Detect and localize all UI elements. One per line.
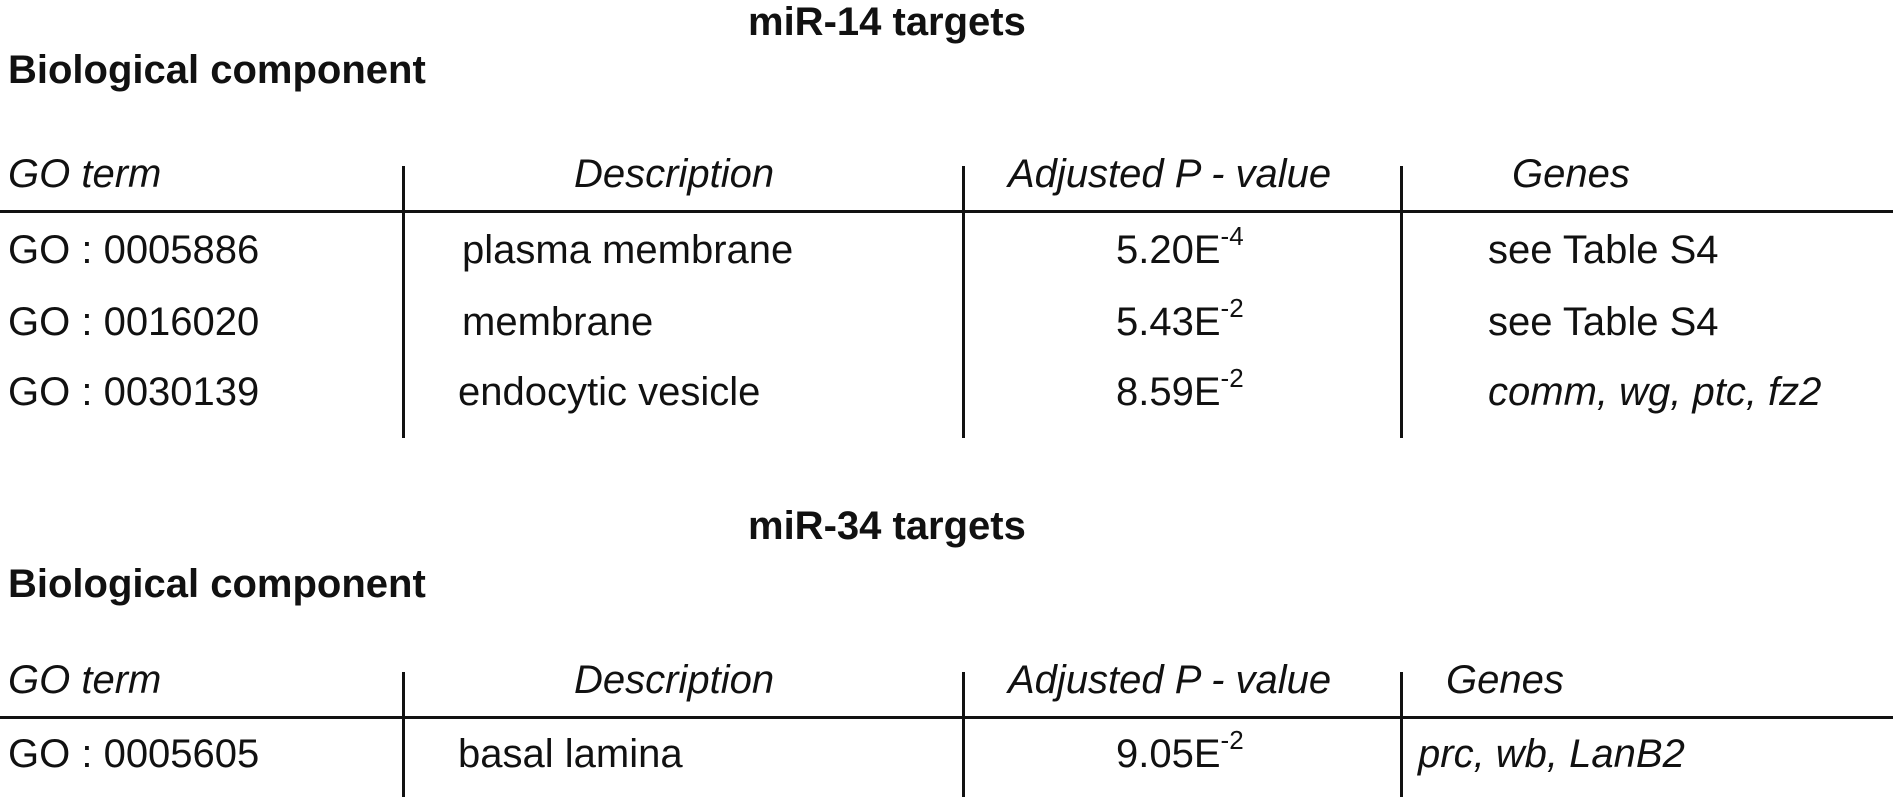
column-divider <box>402 166 405 438</box>
description-cell: basal lamina <box>458 732 683 776</box>
genes-cell: comm, wg, ptc, fz2 <box>1488 370 1822 414</box>
column-divider <box>962 672 965 797</box>
section-subtitle-mir14: Biological component <box>8 48 426 92</box>
header-pvalue: Adjusted P - value <box>1008 658 1332 702</box>
column-divider <box>1400 166 1403 438</box>
header-description: Description <box>574 152 775 196</box>
go-term-cell: GO : 0030139 <box>8 370 260 414</box>
genes-cell: see Table S4 <box>1488 228 1719 272</box>
genes-cell: prc, wb, LanB2 <box>1418 732 1685 776</box>
section-title-mir14: miR-14 targets <box>748 0 1026 44</box>
column-divider <box>1400 672 1403 797</box>
section-subtitle-mir34: Biological component <box>8 562 426 606</box>
column-divider <box>402 672 405 797</box>
genes-cell: see Table S4 <box>1488 300 1719 344</box>
pvalue-cell: 5.20E-4 <box>1116 221 1244 272</box>
go-term-cell: GO : 0005605 <box>8 732 260 776</box>
header-description: Description <box>574 658 775 702</box>
go-term-cell: GO : 0005886 <box>8 228 260 272</box>
description-cell: plasma membrane <box>462 228 794 272</box>
pvalue-cell: 5.43E-2 <box>1116 293 1244 344</box>
go-term-cell: GO : 0016020 <box>8 300 260 344</box>
header-go-term: GO term <box>8 152 162 196</box>
header-go-term: GO term <box>8 658 162 702</box>
description-cell: membrane <box>462 300 654 344</box>
pvalue-cell: 8.59E-2 <box>1116 363 1244 414</box>
header-genes: Genes <box>1446 658 1564 702</box>
header-rule <box>0 716 1893 719</box>
header-pvalue: Adjusted P - value <box>1008 152 1332 196</box>
header-rule <box>0 210 1893 213</box>
section-title-mir34: miR-34 targets <box>748 504 1026 548</box>
pvalue-cell: 9.05E-2 <box>1116 725 1244 776</box>
description-cell: endocytic vesicle <box>458 370 761 414</box>
column-divider <box>962 166 965 438</box>
header-genes: Genes <box>1512 152 1630 196</box>
